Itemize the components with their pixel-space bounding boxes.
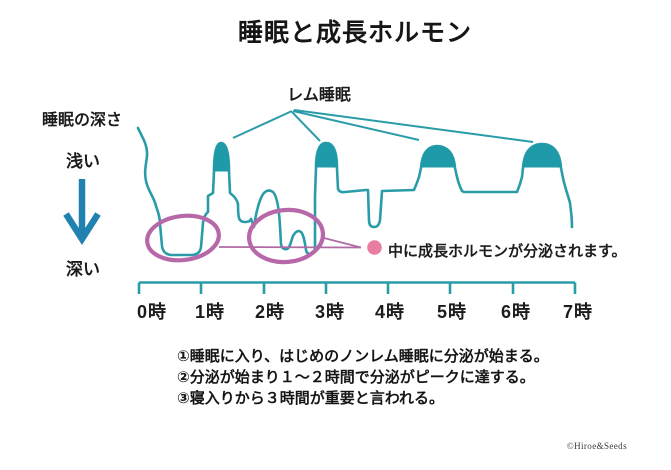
rem-sleep-label: レム睡眠 [287, 87, 351, 104]
rem-pointer-line-2 [291, 111, 321, 142]
rem-pointer-lines [232, 109, 534, 143]
rem-peak-fill-3 [420, 145, 456, 168]
growth-hormone-note: 中に成長ホルモンが分泌されます。 [388, 243, 627, 260]
rem-pointer-line-3 [292, 110, 420, 141]
time-axis [137, 281, 577, 294]
depth-axis-label: 睡眠の深さ [41, 112, 122, 129]
rem-peak-fills [213, 142, 562, 172]
deep-sleep-circle-1 [145, 213, 221, 263]
depth-shallow-label: 浅い [66, 152, 100, 171]
x-axis-label-1: 1時 [194, 302, 226, 322]
sleep-depth-curve [136, 126, 574, 257]
note-line-1: ①睡眠に入り、はじめのノンレム睡眠に分泌が始まる。 [177, 348, 549, 365]
depth-arrow-head [63, 212, 101, 246]
hormone-pointer-line-1 [218, 246, 362, 249]
x-axis-label-6: 6時 [500, 302, 532, 322]
depth-arrow-icon [63, 179, 101, 246]
growth-hormone-dot [367, 240, 382, 255]
credit: ©Hiroe&Seeds [566, 441, 627, 451]
deep-sleep-circle-2 [246, 207, 326, 265]
note-line-3: ③寝入りから３時間が重要と言われる。 [177, 390, 444, 407]
rem-peak-fill-4 [522, 143, 562, 168]
notes-block: ①睡眠に入り、はじめのノンレム睡眠に分泌が始まる。 ②分泌が始まり１〜２時間で分… [177, 346, 549, 409]
hormone-pointer-lines [218, 236, 362, 249]
x-axis-label-3: 3時 [314, 302, 346, 322]
x-axis-label-5: 5時 [436, 302, 468, 322]
page-title: 睡眠と成長ホルモン [237, 19, 472, 47]
x-axis-label-2: 2時 [254, 302, 286, 322]
x-axis-label-4: 4時 [374, 302, 406, 322]
hormone-pointer-line-2 [321, 236, 362, 249]
depth-deep-label: 深い [66, 260, 100, 279]
rem-pointer-line-4 [293, 109, 534, 143]
rem-pointer-line-1 [232, 110, 293, 139]
x-axis-label-7: 7時 [562, 302, 594, 322]
note-line-2: ②分泌が始まり１〜２時間で分泌がピークに達する。 [177, 369, 535, 386]
deep-sleep-circles [145, 207, 326, 265]
rem-peak-fill-1 [213, 142, 230, 172]
rem-peak-fill-2 [315, 142, 338, 168]
x-axis-label-0: 0時 [136, 302, 168, 322]
